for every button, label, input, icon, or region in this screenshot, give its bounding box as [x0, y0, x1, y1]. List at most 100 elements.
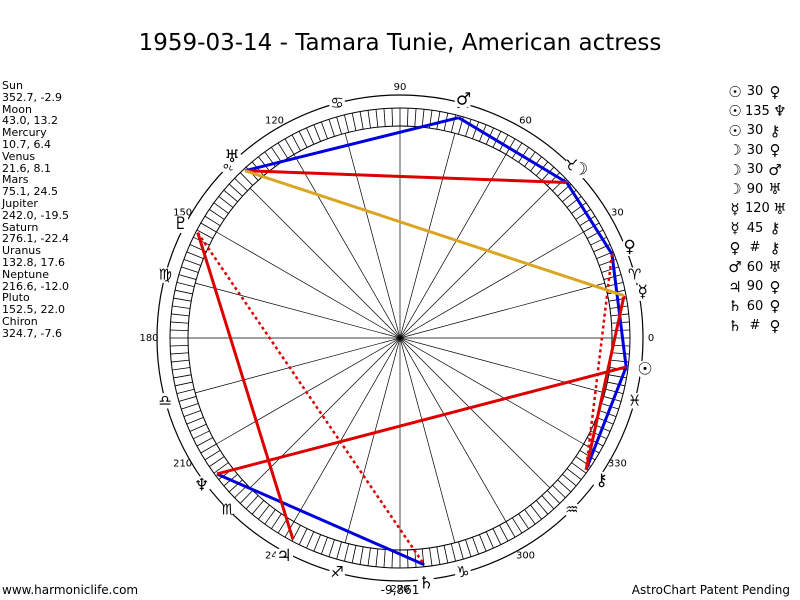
degree-tick: [176, 388, 195, 395]
degree-tick: [571, 202, 587, 214]
degree-tick: [173, 374, 192, 379]
degree-tick: [367, 547, 371, 566]
degree-tick: [204, 215, 221, 226]
degree-tick: [239, 172, 254, 186]
aspect-planet-glyph: ☽: [728, 141, 742, 160]
planet-glyph-venus: ♀: [623, 237, 635, 257]
degree-tick: [351, 112, 357, 131]
degree-tick: [200, 222, 217, 233]
degree-tick: [218, 196, 234, 208]
degree-tick: [499, 134, 509, 152]
zodiac-sign-glyph: ♏: [221, 500, 235, 518]
degree-tick: [258, 156, 270, 172]
degree-tick: [228, 183, 243, 197]
degree-tick: [291, 134, 301, 152]
degree-tick: [383, 108, 386, 127]
aspect-row: ♄ 60 ♀: [727, 297, 797, 317]
aspect-row: ♄ # ♀: [727, 316, 797, 336]
degree-tick: [264, 509, 276, 525]
aspect-line: [565, 181, 614, 255]
zodiac-sign-glyph: ♍: [159, 266, 172, 284]
degree-tick: [328, 119, 335, 137]
degree-tick: [306, 127, 315, 145]
degree-tick: [313, 124, 321, 142]
planet-glyph-pluto: ♇: [173, 214, 188, 234]
position-name: Pluto: [2, 291, 30, 305]
aspect-planet-glyph: ♀: [769, 297, 781, 316]
degree-tick: [557, 479, 572, 493]
aspect-list: ☉ 30 ♀ ☉ 135 ♆ ☉ 30 ⚷ ☽ 30 ♀ ☽ 30 ♂ ☽ 90 ♅ ☿ 120 ♅ ☿ 45 ⚷ ♀ # ⚷ ♂ 60…: [727, 82, 797, 336]
aspect-line: [610, 253, 628, 368]
zodiac-sign-glyph: ♓: [628, 391, 641, 409]
degree-tick: [583, 222, 600, 233]
aspect-planet-glyph: ⚷: [769, 219, 781, 238]
degree-tick: [505, 521, 516, 538]
degree-tick: [512, 517, 523, 534]
planet-glyph-neptune: ♆: [194, 475, 209, 495]
aspect-planet-glyph: ♄: [728, 316, 742, 335]
degree-tick: [541, 166, 555, 181]
degree-tick: [178, 396, 197, 402]
aspect-planet-glyph: ♅: [768, 258, 782, 277]
aspect-line: [584, 366, 628, 471]
aspect-planet-glyph: ♀: [769, 277, 781, 296]
degree-tick: [336, 116, 342, 135]
position-coords: 75.1, 24.5: [2, 185, 58, 199]
position-name: Mercury: [2, 126, 47, 140]
degree-label: 330: [608, 459, 627, 470]
degree-tick: [541, 495, 555, 510]
degree-label: 300: [516, 550, 535, 561]
aspect-planet-glyph: ♅: [773, 199, 787, 218]
degree-tick: [223, 189, 238, 203]
degree-tick: [421, 109, 425, 128]
degree-label: 0: [648, 333, 654, 344]
degree-tick: [239, 490, 254, 504]
degree-tick: [245, 495, 259, 510]
position-coords: 242.0, -19.5: [2, 208, 69, 222]
degree-label: 90: [394, 82, 407, 93]
aspect-line: [244, 116, 459, 173]
position-name: Saturn: [2, 220, 39, 234]
degree-tick: [601, 266, 619, 273]
degree-label: 270: [390, 584, 409, 595]
degree-tick: [611, 344, 630, 347]
degree-tick: [552, 484, 566, 499]
aspect-row: ♂ 60 ♅: [727, 258, 797, 278]
degree-tick: [209, 209, 225, 220]
degree-tick: [499, 524, 509, 542]
position-name: Uranus: [2, 244, 41, 258]
aspect-planet-glyph: ♀: [769, 316, 781, 335]
degree-tick: [176, 281, 195, 288]
aspect-angle: #: [749, 240, 761, 256]
position-coords: 276.1, -22.4: [2, 232, 69, 246]
aspect-line: [196, 232, 426, 566]
degree-tick: [465, 539, 472, 557]
aspect-row: ☽ 90 ♅: [727, 180, 797, 200]
degree-tick: [183, 258, 201, 266]
degree-tick: [170, 329, 189, 332]
zodiac-sign-glyph: ♐: [330, 563, 343, 581]
website-link[interactable]: www.harmoniclife.com: [2, 583, 139, 597]
degree-tick: [607, 381, 626, 387]
degree-tick: [171, 359, 190, 363]
aspect-line: [584, 295, 626, 471]
zodiac-sign-glyph: ♎: [159, 391, 172, 409]
planet-glyph-uranus: ♅: [225, 147, 240, 167]
degree-label: 180: [139, 333, 158, 344]
degree-tick: [472, 537, 480, 555]
planet-glyph-chiron: ⚷: [595, 471, 607, 491]
degree-tick: [359, 546, 364, 565]
degree-tick: [193, 430, 210, 440]
degree-tick: [579, 215, 596, 226]
center-value: -9,861: [380, 583, 420, 597]
degree-tick: [406, 108, 409, 127]
aspect-planet-glyph: ♃: [728, 277, 742, 296]
aspect-angle: 60: [746, 298, 764, 314]
degree-tick: [170, 352, 189, 355]
aspect-planet-glyph: ♆: [773, 102, 787, 121]
degree-label: 150: [173, 208, 192, 219]
degree-tick: [383, 549, 386, 568]
degree-tick: [170, 321, 189, 324]
degree-label: 240: [265, 550, 284, 561]
aspect-angle: 90: [746, 279, 764, 295]
